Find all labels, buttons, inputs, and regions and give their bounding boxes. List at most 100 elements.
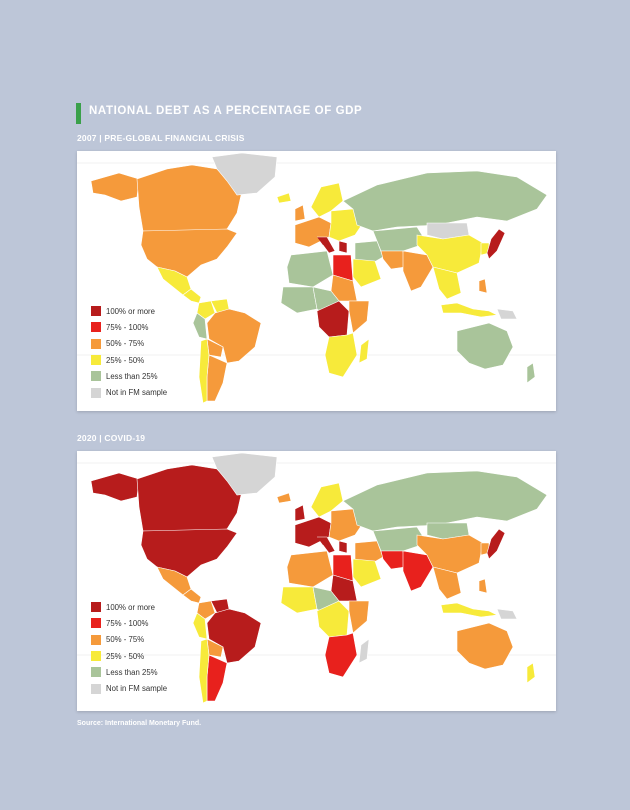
- region-new-zealand: [526, 362, 536, 384]
- legend-swatch: [91, 387, 101, 398]
- region-central-asia: [372, 226, 428, 252]
- region-southern-africa: [324, 632, 358, 678]
- legend-item: 25% - 50%: [91, 352, 167, 368]
- legend-swatch: [91, 338, 101, 349]
- region-peru: [192, 612, 208, 640]
- region-indonesia: [440, 602, 499, 618]
- region-se-asia: [432, 266, 462, 300]
- legend-label: 100% or more: [106, 306, 155, 316]
- map-label-2020: 2020 | COVID-19: [77, 433, 146, 443]
- legend-item: 75% - 100%: [91, 615, 167, 631]
- region-alaska: [90, 172, 140, 202]
- legend-label: Not in FM sample: [106, 684, 168, 694]
- region-north-africa: [286, 550, 334, 588]
- region-sudan: [330, 574, 358, 602]
- map-legend-2020: 100% or more 75% - 100% 50% - 75% 25% - 50%…: [91, 599, 167, 697]
- region-japan: [486, 228, 506, 260]
- legend-label: Less than 25%: [106, 371, 158, 381]
- region-philippines: [478, 278, 488, 294]
- legend-item: Less than 25%: [91, 368, 167, 384]
- region-north-africa: [286, 250, 334, 288]
- region-indonesia: [440, 302, 499, 318]
- region-colombia: [196, 300, 216, 320]
- region-japan: [486, 528, 506, 560]
- region-italy-greece: [317, 236, 348, 254]
- legend-swatch: [91, 667, 101, 678]
- legend-swatch: [91, 651, 101, 662]
- legend-label: 25% - 50%: [106, 651, 145, 661]
- region-peru: [192, 312, 208, 340]
- region-saudi: [352, 558, 382, 588]
- region-greenland: [211, 152, 278, 196]
- map-panel-2007: 100% or more 75% - 100% 50% - 75% 25% - 50%…: [77, 151, 556, 411]
- region-central-asia: [372, 526, 428, 552]
- legend-swatch: [91, 322, 101, 333]
- region-saudi: [352, 258, 382, 288]
- region-china: [416, 534, 484, 574]
- region-central-america: [182, 288, 202, 304]
- legend-item: 25% - 50%: [91, 648, 167, 664]
- legend-label: 25% - 50%: [106, 355, 145, 365]
- region-middle-east: [354, 540, 384, 566]
- world-map-2007: [77, 152, 556, 404]
- legend-swatch: [91, 355, 101, 366]
- legend-label: 50% - 75%: [106, 339, 145, 349]
- region-se-asia: [432, 566, 462, 600]
- region-russia: [342, 470, 548, 532]
- legend-label: 50% - 75%: [106, 635, 145, 645]
- region-west-africa: [280, 286, 318, 314]
- region-italy-greece: [317, 536, 348, 554]
- legend-item: Not in FM sample: [91, 384, 167, 400]
- region-madagascar: [358, 638, 370, 664]
- legend-swatch: [91, 683, 101, 694]
- region-madagascar: [358, 338, 370, 364]
- legend-item: 75% - 100%: [91, 319, 167, 335]
- region-china: [416, 234, 484, 274]
- region-east-africa: [348, 300, 370, 334]
- region-southern-africa: [324, 332, 358, 378]
- legend-item: Less than 25%: [91, 664, 167, 680]
- region-brazil: [206, 608, 262, 664]
- region-australia: [456, 622, 514, 670]
- legend-item: 50% - 75%: [91, 632, 167, 648]
- region-uk: [294, 504, 306, 522]
- legend-swatch: [91, 634, 101, 645]
- region-iceland: [276, 492, 292, 504]
- legend-label: 75% - 100%: [106, 322, 149, 332]
- region-east-africa: [348, 600, 370, 634]
- region-argentina: [206, 354, 228, 402]
- map-label-2007: 2007 | PRE-GLOBAL FINANCIAL CRISIS: [77, 133, 245, 143]
- region-sudan: [330, 274, 358, 302]
- legend-swatch: [91, 371, 101, 382]
- region-philippines: [478, 578, 488, 594]
- region-greenland: [211, 452, 278, 496]
- region-pakistan: [380, 250, 406, 270]
- legend-label: 75% - 100%: [106, 618, 149, 628]
- region-argentina: [206, 654, 228, 702]
- region-russia: [342, 170, 548, 232]
- world-map-2020: [77, 452, 556, 704]
- region-png: [496, 608, 518, 620]
- legend-item: 100% or more: [91, 599, 167, 615]
- page-title: NATIONAL DEBT AS A PERCENTAGE OF GDP: [89, 105, 363, 117]
- region-west-africa: [280, 586, 318, 614]
- legend-label: Less than 25%: [106, 667, 158, 677]
- legend-item: Not in FM sample: [91, 680, 167, 696]
- legend-swatch: [91, 618, 101, 629]
- source-note: Source: International Monetary Fund.: [77, 720, 202, 727]
- region-pakistan: [380, 550, 406, 570]
- legend-item: 100% or more: [91, 303, 167, 319]
- region-middle-east: [354, 240, 384, 266]
- region-usa: [140, 228, 238, 278]
- region-alaska: [90, 472, 140, 502]
- title-accent-bar: [76, 103, 81, 124]
- region-central-america: [182, 588, 202, 604]
- region-australia: [456, 322, 514, 370]
- legend-swatch: [91, 306, 101, 317]
- region-usa: [140, 528, 238, 578]
- legend-item: 50% - 75%: [91, 336, 167, 352]
- region-chile: [198, 338, 210, 404]
- map-legend-2007: 100% or more 75% - 100% 50% - 75% 25% - 50%…: [91, 303, 167, 401]
- region-iceland: [276, 192, 292, 204]
- legend-label: 100% or more: [106, 602, 155, 612]
